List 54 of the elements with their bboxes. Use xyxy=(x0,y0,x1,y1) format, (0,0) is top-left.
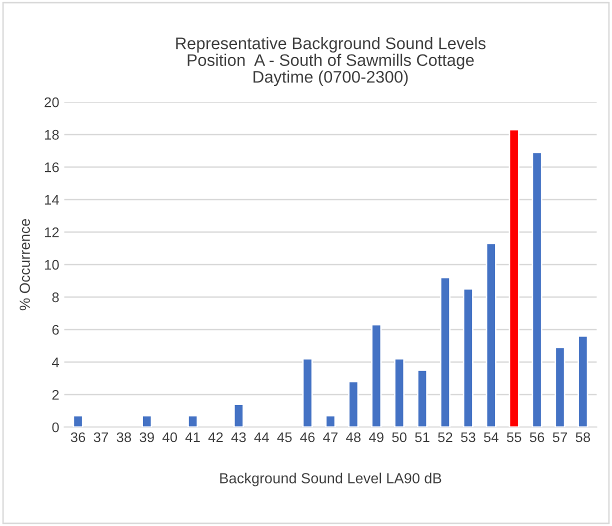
y-tick-label: 14 xyxy=(45,195,59,205)
y-axis-title: % Occurrence xyxy=(20,219,30,310)
bar xyxy=(142,415,152,428)
bar xyxy=(508,128,520,428)
bar xyxy=(72,415,84,428)
x-tick-label: 58 xyxy=(576,432,590,442)
chart-title: Representative Background Sound Levels Position A - South of Sawmills Cottage Daytime (0700-2300) xyxy=(176,37,486,86)
bar xyxy=(394,358,405,428)
x-tick-label: 40 xyxy=(162,432,178,442)
x-tick-label: 53 xyxy=(461,432,476,442)
y-tick-label: 16 xyxy=(45,162,59,172)
x-tick-label: 36 xyxy=(70,432,86,442)
bar xyxy=(532,152,542,428)
x-tick-label: 48 xyxy=(346,432,361,442)
x-tick-label: 43 xyxy=(231,432,246,442)
x-tick-label: 44 xyxy=(254,432,269,442)
bar xyxy=(578,335,588,428)
bar xyxy=(462,288,474,428)
x-tick-label: 41 xyxy=(185,432,200,442)
x-tick-label: 46 xyxy=(300,432,315,442)
x-axis-title: Background Sound Level LA90 dB xyxy=(220,472,442,486)
x-tick-label: 37 xyxy=(94,432,108,442)
bar xyxy=(486,242,496,428)
bar xyxy=(302,358,313,428)
y-tick-label: 12 xyxy=(45,227,59,238)
x-tick-label: 51 xyxy=(415,432,430,442)
x-tick-label: 54 xyxy=(484,432,498,442)
bar xyxy=(187,415,198,428)
bar xyxy=(348,380,359,428)
bar xyxy=(554,346,566,428)
x-tick-label: 45 xyxy=(277,432,292,442)
y-tick-label: 4 xyxy=(52,358,59,368)
x-tick-label: 38 xyxy=(116,432,132,442)
y-tick-label: 10 xyxy=(45,260,59,270)
y-tick-label: 0 xyxy=(52,422,59,432)
bar xyxy=(416,370,428,428)
bar xyxy=(371,324,382,428)
x-tick-label: 39 xyxy=(140,432,154,442)
bar xyxy=(325,415,336,428)
x-tick-label: 49 xyxy=(368,432,384,442)
x-tick-label: 52 xyxy=(438,432,452,442)
bar xyxy=(233,404,244,428)
x-tick-label: 55 xyxy=(506,432,522,442)
y-tick-label: 8 xyxy=(52,292,59,302)
x-tick-label: 56 xyxy=(530,432,544,442)
y-tick-label: 20 xyxy=(44,97,59,108)
x-tick-label: 42 xyxy=(208,432,223,442)
y-tick-label: 2 xyxy=(52,390,59,400)
x-tick-label: 57 xyxy=(552,432,568,442)
bar xyxy=(440,276,451,428)
x-tick-label: 50 xyxy=(392,432,407,442)
y-tick-label: 6 xyxy=(52,324,59,335)
y-tick-label: 18 xyxy=(45,130,59,140)
x-tick-label: 47 xyxy=(323,432,338,442)
